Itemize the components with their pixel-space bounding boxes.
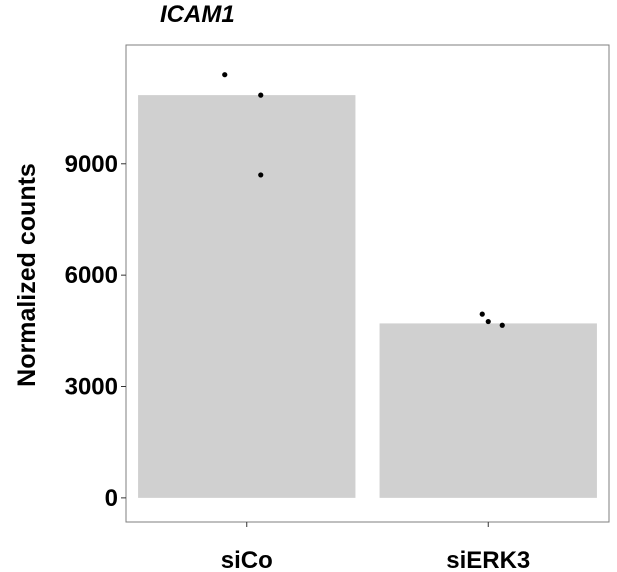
points-group xyxy=(222,72,505,328)
plot-frame xyxy=(125,44,610,523)
bar-sico xyxy=(138,95,356,498)
data-point-sierk3-3 xyxy=(499,322,505,328)
data-point-sico-1 xyxy=(222,72,228,78)
chart-title: ICAM1 xyxy=(160,1,235,28)
data-point-sico-3 xyxy=(258,172,264,178)
y-tick-label: 0 xyxy=(105,485,118,512)
x-axis: siCo siERK3 xyxy=(221,522,530,572)
data-point-sierk3-2 xyxy=(485,318,491,325)
bar-sierk3 xyxy=(379,323,597,498)
x-category-label: siERK3 xyxy=(446,547,530,572)
data-point-sico-2 xyxy=(258,92,264,98)
y-tick-label: 3000 xyxy=(65,374,118,401)
data-point-sierk3-1 xyxy=(479,311,485,317)
y-axis: 0 3000 6000 9000 xyxy=(65,151,126,512)
y-axis-label: Normalized counts xyxy=(13,163,41,387)
y-tick-label: 9000 xyxy=(65,151,118,178)
x-category-label: siCo xyxy=(221,547,273,572)
bars-group xyxy=(138,95,597,498)
y-tick-label: 6000 xyxy=(65,262,118,289)
